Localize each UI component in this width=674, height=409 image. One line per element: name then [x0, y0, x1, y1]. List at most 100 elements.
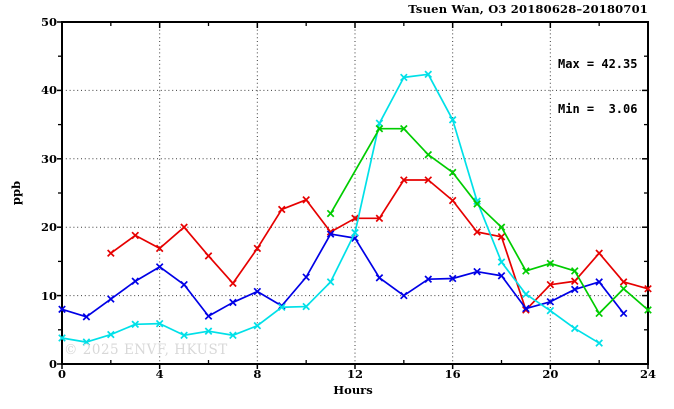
series-cyan-marker: [107, 330, 115, 339]
x-tick-label-24: 24: [639, 367, 656, 381]
series-green-marker: [546, 259, 555, 268]
series-cyan-marker: [424, 70, 433, 79]
series-cyan-marker: [155, 319, 164, 328]
series-cyan-marker: [82, 338, 91, 346]
series-blue-marker: [424, 275, 433, 283]
y-tick-label-10: 10: [40, 288, 57, 303]
series-red-marker: [473, 228, 481, 236]
series-cyan-marker: [473, 197, 481, 206]
y-axis-label: ppb: [9, 180, 23, 206]
gridlines: [62, 22, 648, 364]
series-green-marker: [522, 267, 530, 275]
series-blue-marker: [155, 263, 164, 271]
series-blue-marker: [131, 277, 140, 286]
series-red-marker: [595, 249, 603, 257]
chart-title: Tsuen Wan, O3 20180628–20180701: [408, 2, 648, 16]
series-red-marker: [448, 196, 457, 205]
series-red-line: [110, 179, 649, 311]
series-red-marker: [570, 277, 579, 286]
series-green-line: [329, 127, 649, 315]
series-red-marker: [400, 176, 408, 184]
series-cyan-line: [61, 73, 600, 344]
series-blue-marker: [82, 313, 91, 321]
series-cyan-marker: [58, 334, 66, 342]
series-cyan-marker: [131, 320, 140, 329]
series-red-marker: [424, 176, 433, 184]
series-green-marker: [448, 168, 457, 177]
series-red-marker: [302, 196, 310, 204]
series-red-marker: [546, 280, 555, 289]
series-cyan-marker: [546, 306, 555, 315]
series-cyan: [58, 70, 603, 347]
series-green-marker: [595, 309, 603, 318]
series-blue-marker: [180, 280, 188, 289]
series-green-marker: [326, 209, 335, 218]
series-blue-marker: [107, 295, 115, 303]
series-cyan-marker: [180, 331, 188, 340]
series-red-marker: [131, 231, 140, 240]
series-red: [107, 176, 652, 314]
series-blue-marker: [375, 274, 384, 282]
series-cyan-marker: [229, 331, 237, 340]
x-tick-label-8: 8: [253, 367, 262, 381]
series-blue-marker: [595, 278, 603, 286]
series-blue-marker: [448, 274, 457, 283]
series-red-marker: [229, 279, 237, 288]
series-green-marker: [400, 124, 408, 133]
x-tick-label-20: 20: [542, 367, 559, 381]
x-tick-label-12: 12: [346, 367, 363, 381]
series-red-marker: [619, 278, 628, 286]
series-red-marker: [204, 252, 213, 260]
series-green-marker: [473, 200, 481, 208]
y-tick-label-0: 0: [48, 357, 57, 371]
series-red-marker: [180, 223, 188, 232]
series-blue-marker: [204, 312, 213, 320]
series-cyan-marker: [277, 303, 286, 312]
series-blue-marker: [229, 298, 237, 307]
series-blue-marker: [619, 309, 628, 318]
series-cyan-marker: [326, 278, 335, 286]
series-green-marker: [644, 306, 652, 314]
series-green-marker: [497, 223, 506, 232]
series-cyan-marker: [351, 228, 359, 237]
x-tick-label-16: 16: [444, 367, 461, 381]
axis-ticks: [57, 21, 649, 369]
y-tick-label-40: 40: [40, 83, 57, 98]
y-tick-label-50: 50: [40, 15, 57, 29]
min-value-label: Min = 3.06: [558, 102, 638, 116]
series-red-marker: [351, 214, 359, 223]
series-blue: [58, 230, 628, 321]
series-blue-marker: [473, 267, 481, 276]
watermark: © 2025 ENVF, HKUST: [64, 342, 228, 358]
series-blue-marker: [570, 285, 579, 294]
series-cyan-marker: [570, 324, 579, 333]
series-blue-marker: [58, 305, 66, 314]
series-cyan-marker: [302, 302, 310, 311]
series-blue-marker: [253, 287, 262, 296]
y-tick-label-20: 20: [40, 220, 57, 235]
series-green: [326, 124, 652, 318]
series-red-marker: [497, 232, 506, 241]
series-red-marker: [107, 249, 115, 257]
series-cyan-marker: [595, 339, 603, 347]
x-axis-label: Hours: [333, 383, 373, 397]
series-red-marker: [277, 205, 286, 214]
series-cyan-marker: [497, 258, 506, 266]
series-red-marker: [326, 228, 335, 236]
series-green-marker: [619, 284, 628, 293]
series-green-marker: [375, 124, 384, 133]
series-cyan-marker: [448, 116, 457, 124]
series-cyan-marker: [204, 327, 213, 335]
series-red-marker: [644, 284, 652, 293]
x-tick-label-0: 0: [57, 367, 66, 381]
series-blue-marker: [522, 304, 530, 313]
x-tick-label-4: 4: [155, 367, 164, 381]
series-blue-marker: [326, 230, 335, 238]
series-cyan-marker: [400, 73, 408, 82]
stats-box: Max = 42.35 Min = 3.06: [558, 27, 637, 147]
series-red-marker: [155, 244, 164, 253]
series-cyan-marker: [522, 290, 530, 299]
series-blue-marker: [302, 273, 310, 281]
